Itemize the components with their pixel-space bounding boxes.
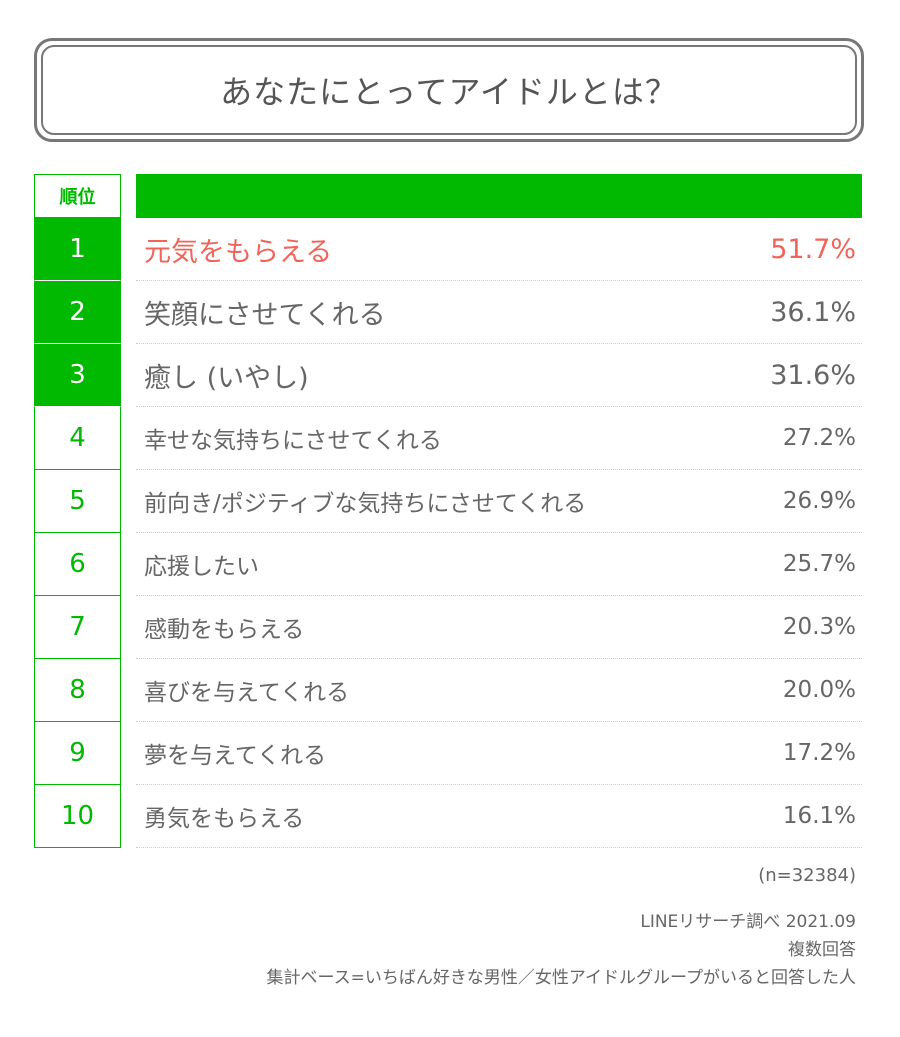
answer-cell: 前向き/ポジティブな気持ちにさせてくれる 26.9% [136,470,862,533]
rank-cell: 1 [34,218,121,281]
rank-cell: 8 [34,659,121,722]
answer-label: 勇気をもらえる [144,806,305,832]
table-row: 3 癒し (いやし) 31.6% [34,344,862,407]
sample-size: (n=32384) [758,865,856,886]
answer-percentage: 31.6% [770,359,856,391]
answer-label: 応援したい [144,554,259,580]
table-row: 6 応援したい 25.7% [34,533,862,596]
table-row: 7 感動をもらえる 20.3% [34,596,862,659]
source-note: LINEリサーチ調べ 2021.09 [640,912,856,932]
table-row: 10 勇気をもらえる 16.1% [34,785,862,848]
table-row: 9 夢を与えてくれる 17.2% [34,722,862,785]
answer-cell: 喜びを与えてくれる 20.0% [136,659,862,722]
chart-title: あなたにとってアイドルとは？ [220,73,678,111]
table-row: 2 笑顔にさせてくれる 36.1% [34,281,862,344]
rank-cell: 10 [34,785,121,848]
answer-label: 癒し (いやし) [144,362,309,394]
answer-percentage: 25.7% [782,551,856,577]
answer-label: 元気をもらえる [144,236,333,268]
answer-cell: 勇気をもらえる 16.1% [136,785,862,848]
answer-cell: 笑顔にさせてくれる 36.1% [136,281,862,344]
answer-cell: 夢を与えてくれる 17.2% [136,722,862,785]
answer-cell: 応援したい 25.7% [136,533,862,596]
table-row: 4 幸せな気持ちにさせてくれる 27.2% [34,407,862,470]
rank-cell: 7 [34,596,121,659]
rank-cell: 5 [34,470,121,533]
rank-cell: 2 [34,281,121,344]
answer-percentage: 36.1% [770,296,856,328]
answer-label: 幸せな気持ちにさせてくれる [144,428,442,454]
header-bar [136,174,862,218]
table-row: 5 前向き/ポジティブな気持ちにさせてくれる 26.9% [34,470,862,533]
answer-type-note: 複数回答 [788,940,856,960]
answer-label: 夢を与えてくれる [144,743,327,769]
answer-cell: 感動をもらえる 20.3% [136,596,862,659]
rank-header: 順位 [34,174,121,218]
answer-label: 前向き/ポジティブな気持ちにさせてくれる [144,491,587,517]
answer-label: 笑顔にさせてくれる [144,299,386,331]
answer-percentage: 20.0% [782,677,856,703]
rank-cell: 4 [34,407,121,470]
answer-percentage: 20.3% [782,614,856,640]
answer-label: 感動をもらえる [144,617,305,643]
rank-cell: 3 [34,344,121,407]
ranking-table: 1 元気をもらえる 51.7% 2 笑顔にさせてくれる 36.1% 3 癒し (いやし) 31.… [34,218,862,848]
table-row: 1 元気をもらえる 51.7% [34,218,862,281]
table-row: 8 喜びを与えてくれる 20.0% [34,659,862,722]
answer-percentage: 51.7% [770,233,856,265]
title-frame: あなたにとってアイドルとは？ [41,45,857,135]
answer-label: 喜びを与えてくれる [144,680,350,706]
answer-cell: 幸せな気持ちにさせてくれる 27.2% [136,407,862,470]
answer-percentage: 26.9% [782,488,856,514]
answer-cell: 元気をもらえる 51.7% [136,218,862,281]
rank-cell: 9 [34,722,121,785]
rank-cell: 6 [34,533,121,596]
answer-percentage: 27.2% [782,425,856,451]
base-note: 集計ベース=いちばん好きな男性／女性アイドルグループがいると回答した人 [266,968,856,988]
title-box: あなたにとってアイドルとは？ [34,38,864,142]
answer-percentage: 16.1% [782,803,856,829]
answer-percentage: 17.2% [782,740,856,766]
notes: (n=32384) LINEリサーチ調べ 2021.09 複数回答 集計ベース=… [266,865,856,992]
answer-cell: 癒し (いやし) 31.6% [136,344,862,407]
